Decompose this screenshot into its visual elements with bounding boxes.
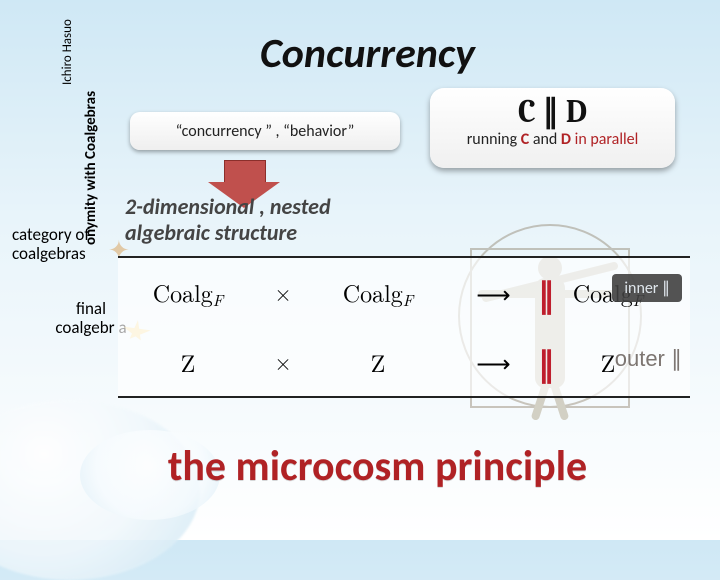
- cd-sub-d: D: [561, 130, 571, 149]
- cd-formula: C ∥ D: [430, 92, 675, 130]
- coalg-f-left: CoalgF: [118, 275, 258, 311]
- inner-parallel-bar: ∥: [538, 276, 555, 316]
- slide-title: Concurrency: [260, 28, 475, 79]
- cd-sub-mid: and: [529, 130, 561, 149]
- concurrency-behavior-pill: “concurrency ” , “behavior”: [130, 112, 400, 150]
- cd-parallel-box: C ∥ D running C and D in parallel: [430, 88, 675, 168]
- math-diagram-frame: CoalgF × CoalgF ⟶ CoalgF Z × Z ⟶ Z ∥ ∥ i…: [118, 256, 690, 398]
- sidebar-title-rotated: onymity with Coalgebras: [82, 91, 100, 245]
- microcosm-principle-title: the microcosm principle: [55, 441, 700, 492]
- coalg-f-right: CoalgF: [308, 275, 448, 311]
- cd-sub-parallel: in parallel: [575, 130, 639, 149]
- math-row-bottom: Z × Z ⟶ Z: [118, 327, 690, 396]
- sidebar-author: Ichiro Hasuo: [60, 19, 75, 85]
- times-symbol-bottom: ×: [258, 346, 308, 377]
- arrow-top: ⟶: [448, 276, 538, 310]
- cd-subtitle: running C and D in parallel: [430, 130, 675, 149]
- times-symbol-top: ×: [258, 277, 308, 308]
- arrow-bottom: ⟶: [448, 345, 538, 379]
- cd-sub-c: C: [521, 130, 529, 149]
- outer-badge: outer ∥: [615, 346, 682, 372]
- z-right: Z: [308, 345, 448, 379]
- category-of-coalgebras-label: category of coalgebras: [12, 226, 122, 263]
- two-dim-line1: 2-dimensional , nested: [125, 194, 331, 220]
- inner-badge: inner ∥: [612, 274, 682, 302]
- cd-sub-pre: running: [467, 130, 521, 149]
- two-dim-text: 2-dimensional , nested algebraic structu…: [125, 194, 331, 247]
- two-dim-line2: algebraic structure: [125, 220, 331, 246]
- outer-parallel-bar: ∥: [538, 345, 555, 385]
- z-left: Z: [118, 345, 258, 379]
- math-row-top: CoalgF × CoalgF ⟶ CoalgF: [118, 258, 690, 327]
